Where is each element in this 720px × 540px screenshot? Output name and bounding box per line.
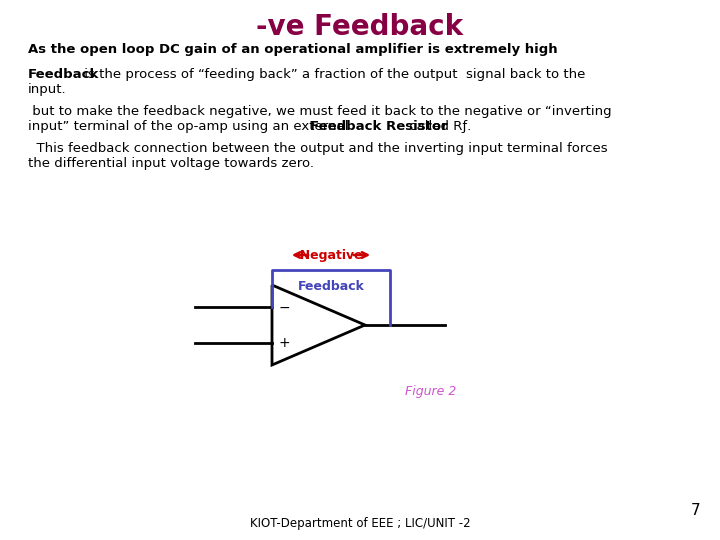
Text: +: + <box>279 335 291 349</box>
Text: called Rƒ.: called Rƒ. <box>405 120 472 133</box>
Text: 7: 7 <box>690 503 700 518</box>
Text: input” terminal of the op-amp using an external: input” terminal of the op-amp using an e… <box>28 120 353 133</box>
Text: Negative: Negative <box>291 248 372 261</box>
Text: KIOT-Department of EEE ; LIC/UNIT -2: KIOT-Department of EEE ; LIC/UNIT -2 <box>250 517 470 530</box>
Text: Feedback Resistor: Feedback Resistor <box>310 120 448 133</box>
Text: As the open loop DC gain of an operational amplifier is extremely high: As the open loop DC gain of an operation… <box>28 43 557 56</box>
Text: This feedback connection between the output and the inverting input terminal for: This feedback connection between the out… <box>28 142 608 155</box>
Text: the differential input voltage towards zero.: the differential input voltage towards z… <box>28 157 314 170</box>
Text: is the process of “feeding back” a fraction of the output  signal back to the: is the process of “feeding back” a fract… <box>80 68 585 81</box>
Text: −: − <box>279 300 291 314</box>
Text: Feedback: Feedback <box>28 68 99 81</box>
Text: Figure 2: Figure 2 <box>405 385 456 398</box>
Text: Feedback: Feedback <box>297 280 364 293</box>
Text: but to make the feedback negative, we must feed it back to the negative or “inve: but to make the feedback negative, we mu… <box>28 105 611 118</box>
Text: input.: input. <box>28 83 67 96</box>
Text: -ve Feedback: -ve Feedback <box>256 13 464 41</box>
